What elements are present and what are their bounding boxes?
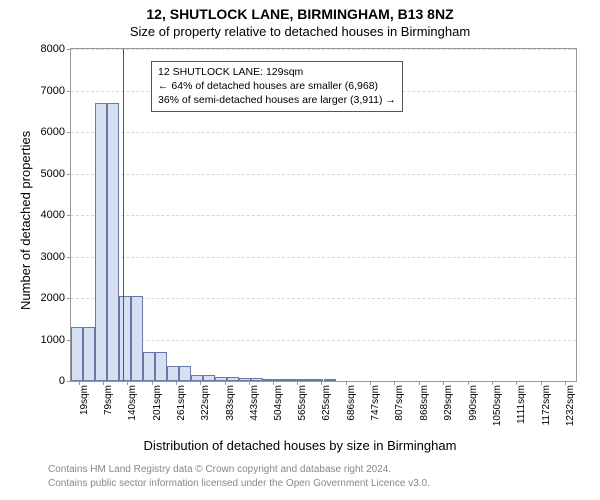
xtick-label: 1050sqm <box>492 385 503 426</box>
callout-line-2: ← 64% of detached houses are smaller (6,… <box>158 79 396 93</box>
ytick-label: 2000 <box>41 292 65 304</box>
ytick-mark <box>67 132 71 133</box>
x-axis-label: Distribution of detached houses by size … <box>0 438 600 453</box>
property-marker-line <box>123 49 124 381</box>
gridline <box>71 215 576 216</box>
xtick-label: 443sqm <box>249 385 260 421</box>
ytick-mark <box>67 298 71 299</box>
xtick-label: 261sqm <box>176 385 187 421</box>
xtick-label: 383sqm <box>225 385 236 421</box>
xtick-label: 747sqm <box>370 385 381 421</box>
histogram-bar <box>275 379 287 381</box>
xtick-label: 565sqm <box>297 385 308 421</box>
ytick-label: 4000 <box>41 209 65 221</box>
chart-subtitle: Size of property relative to detached ho… <box>0 24 600 39</box>
gridline <box>71 257 576 258</box>
histogram-bar <box>324 379 336 381</box>
xtick-label: 625sqm <box>321 385 332 421</box>
ytick-label: 6000 <box>41 126 65 138</box>
histogram-bar <box>227 377 239 381</box>
histogram-bar <box>143 352 155 381</box>
histogram-bar <box>299 379 311 381</box>
xtick-label: 686sqm <box>346 385 357 421</box>
gridline <box>71 298 576 299</box>
ytick-mark <box>67 257 71 258</box>
xtick-label: 1172sqm <box>541 385 552 425</box>
ytick-label: 7000 <box>41 85 65 97</box>
gridline <box>71 132 576 133</box>
xtick-label: 140sqm <box>127 385 138 421</box>
ytick-label: 1000 <box>41 334 65 346</box>
histogram-bar <box>107 103 119 381</box>
ytick-mark <box>67 174 71 175</box>
xtick-label: 990sqm <box>468 385 479 421</box>
xtick-label: 807sqm <box>394 385 405 421</box>
xtick-label: 201sqm <box>152 385 163 421</box>
histogram-bar <box>251 378 263 381</box>
xtick-label: 1232sqm <box>565 385 576 426</box>
callout-line-3: 36% of semi-detached houses are larger (… <box>158 93 396 107</box>
histogram-bar <box>167 366 179 381</box>
xtick-label: 79sqm <box>103 385 114 415</box>
histogram-bar <box>95 103 107 381</box>
callout-line-1: 12 SHUTLOCK LANE: 129sqm <box>158 65 396 79</box>
ytick-label: 8000 <box>41 43 65 55</box>
xtick-label: 504sqm <box>273 385 284 421</box>
ytick-mark <box>67 381 71 382</box>
xtick-label: 322sqm <box>200 385 211 421</box>
chart-title: 12, SHUTLOCK LANE, BIRMINGHAM, B13 8NZ <box>0 6 600 22</box>
histogram-bar <box>71 327 83 381</box>
chart-container: 12, SHUTLOCK LANE, BIRMINGHAM, B13 8NZ S… <box>0 0 600 500</box>
credits-line-1: Contains HM Land Registry data © Crown c… <box>48 464 391 475</box>
xtick-label: 19sqm <box>79 385 90 415</box>
histogram-bar <box>83 327 95 381</box>
xtick-label: 1111sqm <box>516 385 527 424</box>
histogram-bar <box>131 296 143 381</box>
histogram-bar <box>203 375 215 381</box>
plot-area: 01000200030004000500060007000800019sqm79… <box>70 48 577 382</box>
ytick-label: 3000 <box>41 251 65 263</box>
histogram-bar <box>155 352 167 381</box>
ytick-mark <box>67 91 71 92</box>
callout-box: 12 SHUTLOCK LANE: 129sqm← 64% of detache… <box>151 61 403 112</box>
ytick-label: 5000 <box>41 168 65 180</box>
ytick-mark <box>67 215 71 216</box>
credits-line-2: Contains public sector information licen… <box>48 478 430 489</box>
histogram-bar <box>119 296 131 381</box>
y-axis-label: Number of detached properties <box>18 131 33 310</box>
histogram-bar <box>179 366 191 381</box>
gridline <box>71 340 576 341</box>
gridline <box>71 174 576 175</box>
ytick-mark <box>67 49 71 50</box>
xtick-label: 929sqm <box>443 385 454 421</box>
gridline <box>71 49 576 50</box>
ytick-label: 0 <box>59 375 65 387</box>
histogram-bar <box>191 375 203 381</box>
xtick-label: 868sqm <box>419 385 430 421</box>
